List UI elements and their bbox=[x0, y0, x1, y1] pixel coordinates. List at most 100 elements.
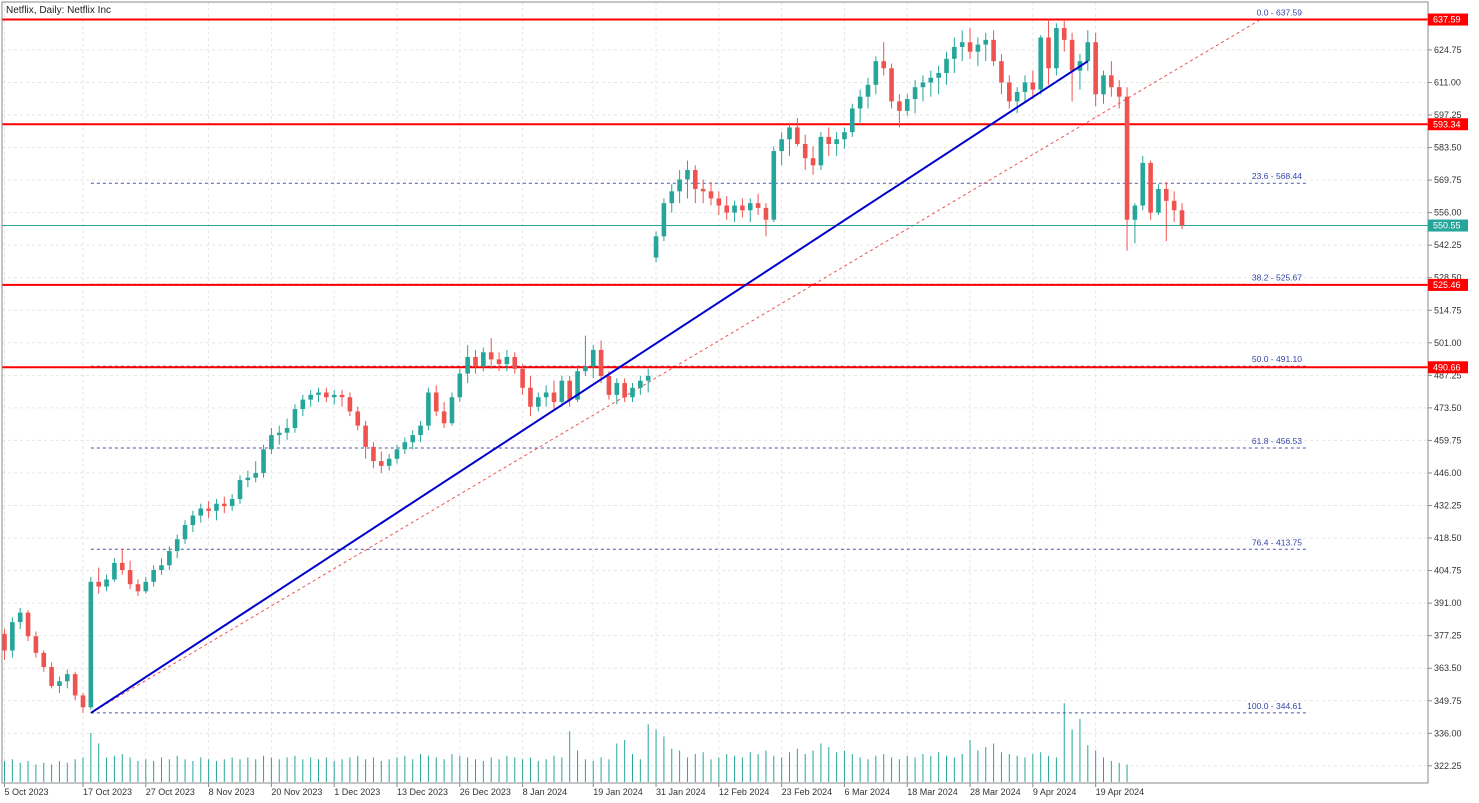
candle-body bbox=[1054, 28, 1059, 69]
candle-body bbox=[677, 179, 682, 192]
candle-body bbox=[779, 139, 784, 152]
candle-body bbox=[959, 42, 965, 47]
y-tick-label: 501.00 bbox=[1434, 338, 1462, 348]
candle-body bbox=[873, 61, 879, 85]
candle-body bbox=[857, 96, 863, 109]
current-price-tag bbox=[1428, 219, 1468, 232]
plot-frame bbox=[1, 1, 1429, 784]
x-tick-label: 19 Apr 2024 bbox=[1096, 787, 1145, 797]
candle-body bbox=[229, 499, 235, 507]
fib-level-label: 100.0 - 344.61 bbox=[1247, 701, 1302, 711]
current-price-label: 550.55 bbox=[1433, 221, 1461, 231]
candles-layer bbox=[2, 19, 1185, 713]
chart-title: Netflix, Daily: Netflix Inc bbox=[6, 5, 111, 16]
candle-body bbox=[889, 68, 894, 102]
candle-body bbox=[920, 82, 926, 88]
candle-body bbox=[237, 480, 243, 499]
candle-body bbox=[967, 42, 973, 52]
x-tick-label: 19 Jan 2024 bbox=[593, 787, 643, 797]
candle-body bbox=[1085, 42, 1091, 62]
candle-body bbox=[65, 674, 70, 682]
candle-body bbox=[143, 581, 149, 592]
candle-body bbox=[795, 127, 800, 144]
candle-body bbox=[645, 375, 651, 381]
candle-body bbox=[174, 539, 180, 552]
x-tick-label: 6 Mar 2024 bbox=[844, 787, 890, 797]
candle-body bbox=[308, 394, 313, 400]
candle-body bbox=[10, 622, 15, 651]
candle-body bbox=[1007, 82, 1012, 102]
x-tick-label: 1 Dec 2023 bbox=[334, 787, 380, 797]
candle-body bbox=[606, 375, 612, 395]
candle-body bbox=[49, 667, 54, 686]
fib-trend-line bbox=[90, 19, 1261, 714]
candle-body bbox=[724, 205, 729, 213]
candle-body bbox=[331, 394, 337, 398]
y-tick-label: 514.75 bbox=[1434, 305, 1462, 315]
candle-body bbox=[1156, 188, 1161, 213]
candle-body bbox=[897, 101, 902, 111]
candle-body bbox=[449, 397, 455, 424]
x-axis: 5 Oct 2023 17 Oct 2023 27 Oct 2023 8 Nov 20… bbox=[4, 783, 1145, 797]
horizontal-levels-layer bbox=[2, 18, 1428, 369]
candle-body bbox=[653, 236, 659, 258]
candle-body bbox=[912, 87, 918, 100]
candle-body bbox=[551, 392, 557, 402]
horizontal-level-label: 593.34 bbox=[1433, 119, 1461, 129]
candle-body bbox=[17, 612, 23, 623]
candle-body bbox=[802, 144, 808, 159]
candle-body bbox=[206, 508, 211, 511]
fib-level-label: 0.0 - 637.59 bbox=[1257, 8, 1303, 18]
candle-body bbox=[363, 425, 368, 447]
candle-body bbox=[693, 170, 698, 189]
candle-body bbox=[394, 449, 400, 459]
candle-body bbox=[700, 188, 706, 192]
candle-body bbox=[991, 39, 996, 62]
candle-body bbox=[952, 46, 957, 59]
candle-body bbox=[747, 203, 753, 211]
candle-body bbox=[1179, 210, 1185, 226]
candle-body bbox=[1109, 75, 1114, 88]
candle-body bbox=[418, 425, 423, 436]
candle-body bbox=[127, 570, 133, 585]
candle-body bbox=[371, 446, 376, 462]
x-tick-label: 13 Dec 2023 bbox=[397, 787, 448, 797]
horizontal-level-label: 637.59 bbox=[1433, 15, 1461, 25]
fib-level-label: 23.6 - 568.44 bbox=[1252, 171, 1302, 181]
candle-body bbox=[1148, 162, 1153, 213]
candle-body bbox=[182, 525, 188, 540]
x-tick-label: 18 Mar 2024 bbox=[907, 787, 958, 797]
candle-body bbox=[1140, 162, 1146, 206]
candle-body bbox=[771, 151, 777, 220]
y-tick-label: 583.50 bbox=[1434, 143, 1462, 153]
y-tick-label: 611.00 bbox=[1434, 77, 1461, 87]
candle-body bbox=[1164, 188, 1169, 201]
y-tick-label: 377.25 bbox=[1434, 631, 1462, 641]
candle-body bbox=[583, 366, 588, 372]
candle-body bbox=[614, 383, 620, 395]
candle-body bbox=[1171, 200, 1177, 211]
x-tick-label: 12 Feb 2024 bbox=[719, 787, 770, 797]
candle-body bbox=[276, 432, 282, 436]
candle-body bbox=[1030, 82, 1036, 90]
y-tick-label: 569.75 bbox=[1434, 175, 1462, 185]
candle-body bbox=[661, 203, 667, 237]
candle-body bbox=[379, 461, 384, 466]
y-tick-label: 336.00 bbox=[1434, 728, 1462, 738]
candle-body bbox=[983, 39, 989, 45]
fib-level-label: 38.2 - 525.67 bbox=[1252, 272, 1302, 282]
y-tick-label: 459.75 bbox=[1434, 435, 1462, 445]
candle-body bbox=[512, 357, 518, 369]
x-tick-label: 31 Jan 2024 bbox=[656, 787, 706, 797]
horizontal-level-tag bbox=[1428, 361, 1468, 374]
candle-body bbox=[787, 127, 792, 140]
candle-body bbox=[638, 380, 643, 388]
candle-body bbox=[1061, 28, 1067, 40]
candle-body bbox=[112, 562, 117, 580]
candle-body bbox=[465, 357, 470, 374]
candle-body bbox=[57, 681, 62, 686]
candle-body bbox=[1132, 205, 1138, 220]
candle-body bbox=[865, 84, 871, 97]
